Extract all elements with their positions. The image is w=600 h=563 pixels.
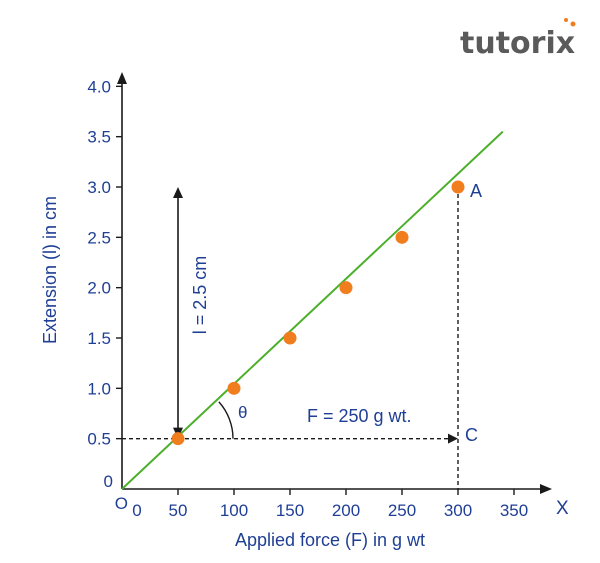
- x-axis-title: Applied force (F) in g wt: [235, 530, 425, 550]
- force-annotation: F = 250 g wt.: [307, 406, 412, 426]
- data-point: [339, 281, 353, 295]
- y-tick-label: 1.5: [87, 329, 111, 348]
- x-tick-label: 300: [444, 501, 472, 520]
- point-a-label: A: [470, 181, 482, 201]
- tick-group: [116, 85, 515, 495]
- y-axis-arrow: [117, 72, 127, 84]
- y-tick-label: 2.5: [87, 228, 111, 247]
- x-axis-end-label: X: [556, 498, 569, 519]
- x-tick-label: 150: [276, 501, 304, 520]
- y-tick-label: 0.5: [87, 430, 111, 449]
- y-zero-label: 0: [104, 472, 113, 491]
- y-axis-title: Extension (l) in cm: [40, 196, 60, 344]
- y-tick-label: 1.0: [87, 379, 111, 398]
- origin-label: O: [115, 494, 128, 513]
- x-axis-arrow: [540, 484, 552, 494]
- logo-text: tutorix: [460, 26, 575, 61]
- y-tick-label: 3.0: [87, 178, 111, 197]
- x-tick-label: 50: [169, 501, 188, 520]
- point-c-label: C: [465, 425, 478, 445]
- best-fit-line: [121, 130, 504, 490]
- data-point: [227, 381, 241, 395]
- y-tick-label: 3.5: [87, 128, 111, 147]
- logo-dot: [570, 21, 576, 27]
- x-tick-label: 350: [500, 501, 528, 520]
- data-point: [451, 180, 465, 194]
- tick-label-group: 0.5 1.0 1.5 2.0 2.5 3.0 3.5 4.0 00 50 100 150 200 250…: [87, 77, 528, 520]
- y-tick-label: 2.0: [87, 279, 111, 298]
- extension-annotation: l = 2.5 cm: [190, 256, 210, 335]
- x-tick-label: 250: [388, 501, 416, 520]
- data-point: [395, 230, 409, 244]
- data-points: [171, 180, 465, 446]
- data-point: [171, 432, 185, 446]
- data-point: [283, 331, 297, 345]
- extension-arrowhead-top: [173, 187, 183, 198]
- y-tick-label: 4.0: [87, 77, 111, 96]
- angle-arc: [218, 401, 234, 439]
- x-tick-label: 200: [332, 501, 360, 520]
- logo-dot: [564, 18, 568, 22]
- x-tick-label: 0: [132, 501, 141, 520]
- angle-label: θ: [238, 403, 247, 422]
- x-tick-label: 100: [220, 501, 248, 520]
- force-arrowhead: [448, 433, 458, 444]
